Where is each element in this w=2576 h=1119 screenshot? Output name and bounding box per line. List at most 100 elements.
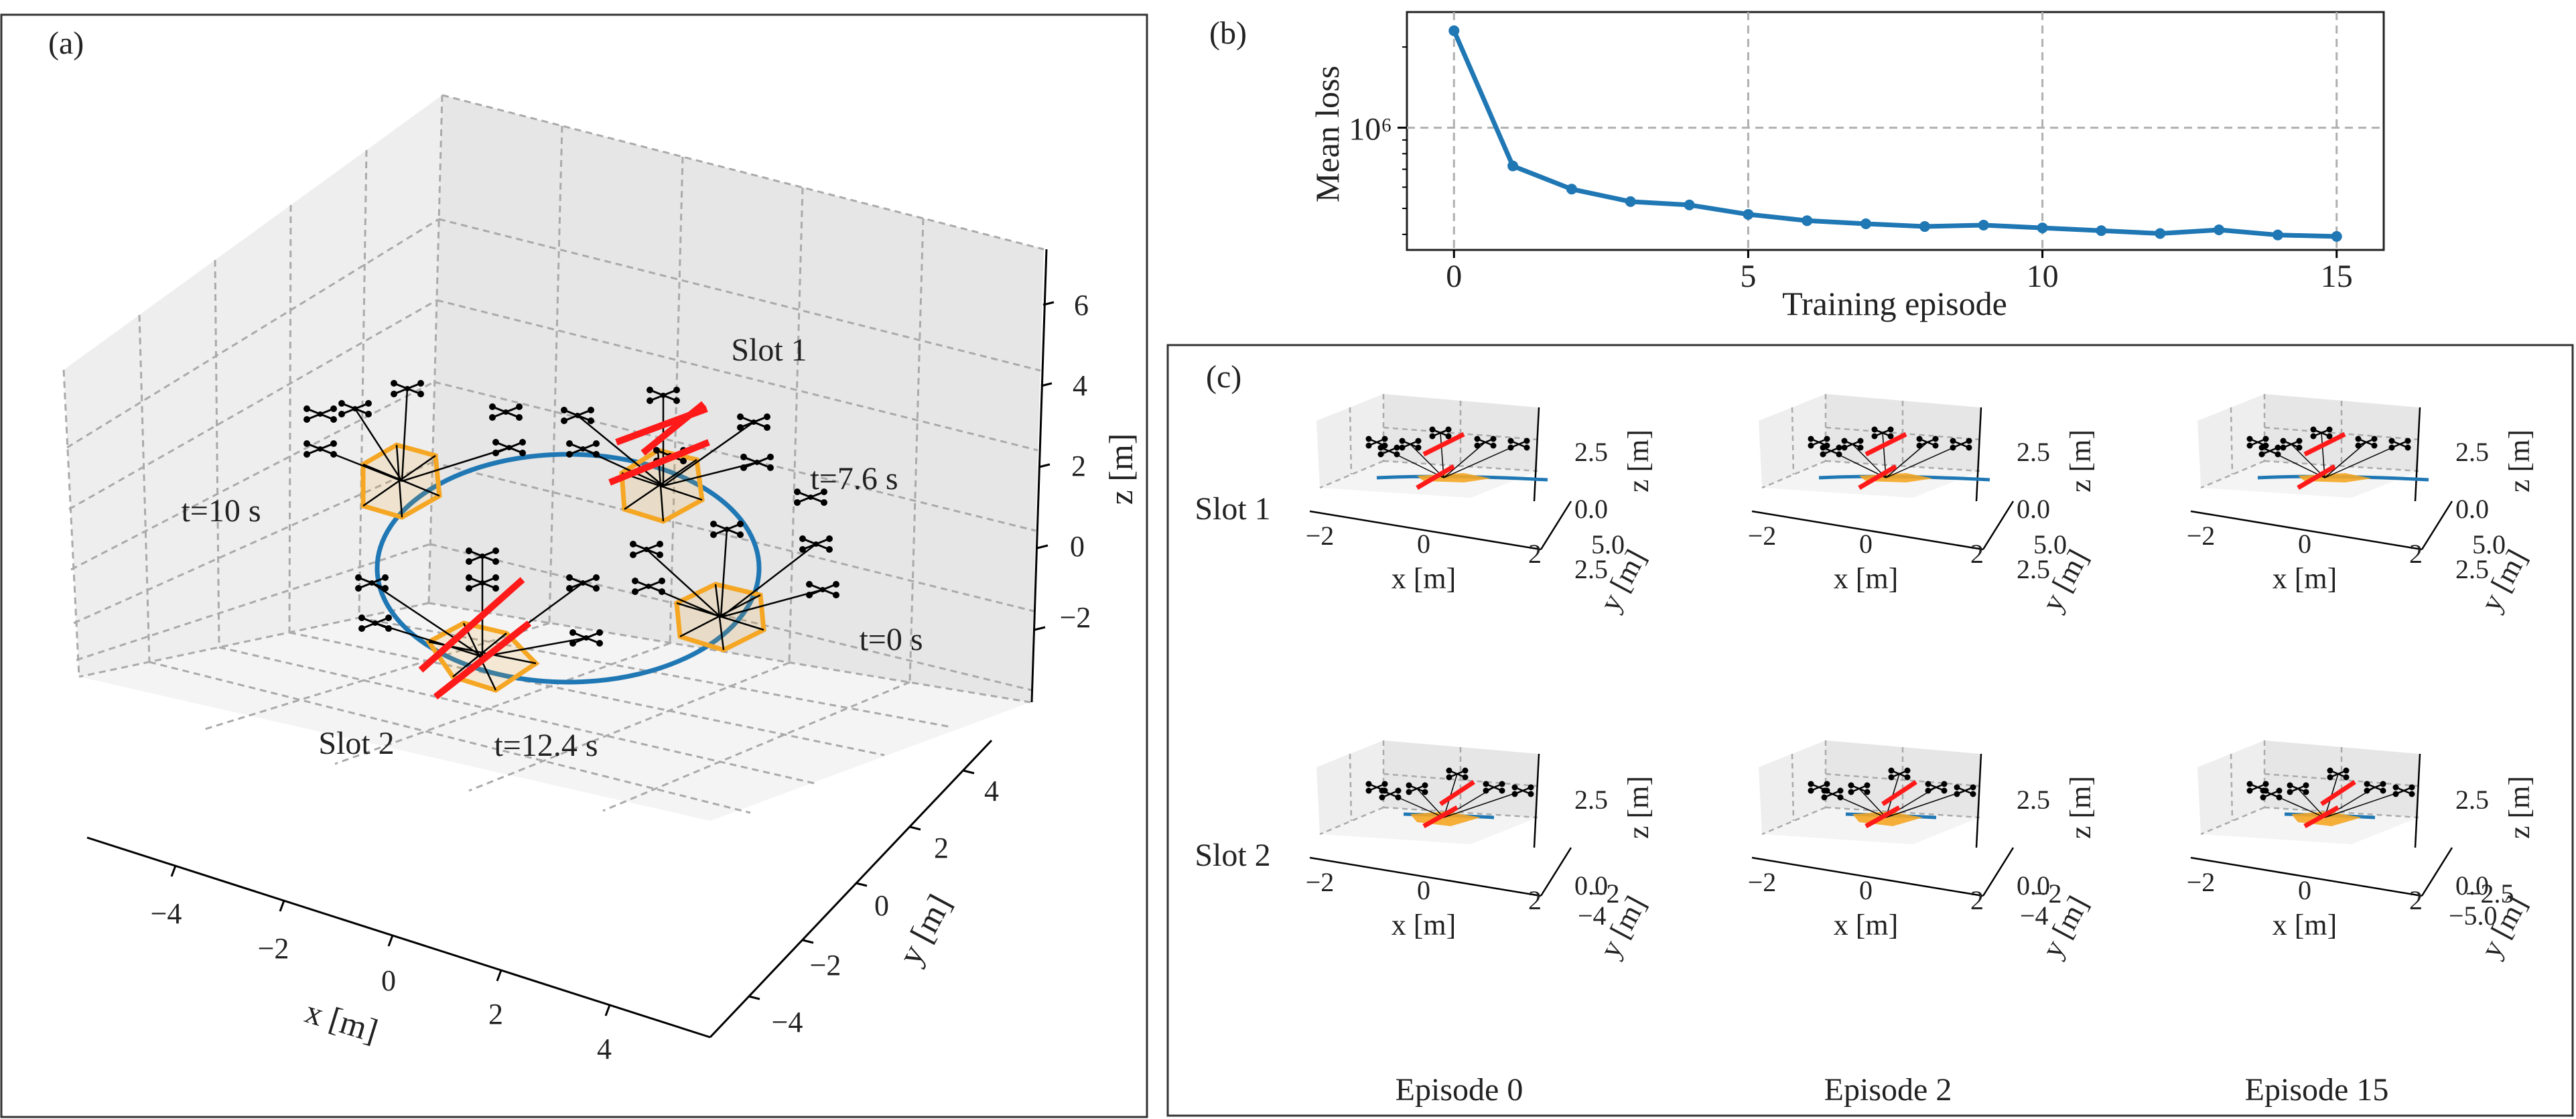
data-point (1625, 196, 1636, 207)
z-tick-label: 0.0 (2017, 494, 2050, 524)
x-tick-label: 0 (381, 964, 396, 997)
y-axis-label: y [m] (891, 888, 959, 970)
y-tick-label: −2 (2033, 878, 2062, 909)
x-axis-label: x [m] (1834, 562, 1899, 595)
subplot-slot1-episode0: −2 0 2 x [m] 0.0 2.5 z [m] 5.0 2.5 y [m] (1306, 394, 1655, 616)
x-tick-label: 2 (2409, 885, 2423, 915)
x-tick-label: 2 (488, 998, 503, 1031)
panel-a-z-ticks (1034, 301, 1055, 631)
data-point (2331, 231, 2342, 242)
subplot-slot2-episode0: −2 0 2 x [m] 0.0 2.5 z [m] −2 −4 y [m] (1306, 740, 1655, 963)
data-point (2272, 229, 2283, 241)
x-tick-label: 0 (1859, 875, 1873, 905)
z-tick-label: 6 (1074, 289, 1089, 322)
y-tick-label: −5.0 (2449, 901, 2498, 931)
data-point (1684, 199, 1695, 210)
annotation-slot2: Slot 2 (318, 726, 394, 761)
y-tick-label: 2.5 (1574, 554, 1608, 584)
y-tick-label: 0 (874, 889, 889, 922)
annotation-t124: t=12.4 s (494, 728, 598, 763)
cut-line (640, 401, 706, 456)
subplot-slot1-episode2: −2 0 2 x [m] 0.0 2.5 z [m] 5.0 2.5 y [m] (1748, 394, 2097, 616)
y-tick-label: −4 (2020, 901, 2049, 931)
panel-b: (b) 0 5 10 15 10⁶ Training episode Mean loss (1209, 11, 2385, 322)
cut-line (608, 439, 710, 486)
x-tick-label: −2 (258, 932, 289, 965)
z-axis-label: z [m] (1622, 430, 1655, 492)
x-axis-label: Training episode (1782, 285, 2007, 322)
x-axis-label: x [m] (1392, 909, 1456, 941)
z-axis-label: z [m] (1622, 776, 1655, 839)
x-tick-label: 10 (2027, 259, 2059, 294)
data-point (1978, 220, 1989, 231)
pane-floor (79, 603, 1030, 821)
x-axis-label: x [m] (301, 992, 382, 1050)
data-point (1448, 25, 1460, 36)
z-axis-label: z [m] (2064, 776, 2097, 839)
z-tick-label: −2 (1060, 601, 1091, 634)
x-tick-label: 0 (1446, 259, 1462, 294)
x-tick-label: −2 (2187, 521, 2216, 551)
subplot-slot2-episode2: −2 0 2 x [m] 0.0 2.5 z [m] −2 −4 y [m] (1748, 740, 2097, 963)
x-tick-label: 2 (1970, 539, 1984, 569)
x-tick-label: 0 (1859, 529, 1873, 559)
z-tick-label: 4 (1073, 369, 1087, 402)
plot-area (1406, 11, 2385, 251)
y-tick-label: 5.0 (1591, 529, 1625, 560)
annotation-t0: t=0 s (859, 622, 923, 657)
data-point (1919, 221, 1930, 233)
cut-line (433, 620, 532, 700)
x-tick-label: 0 (2298, 529, 2311, 559)
row-label-slot2: Slot 2 (1195, 838, 1270, 873)
y-axis-label: Mean loss (1308, 66, 1346, 202)
y-tick-label: 2.5 (2455, 554, 2489, 584)
panel-a-x-ticks (170, 865, 611, 1016)
panel-b-ticks: 0 5 10 15 10⁶ (1349, 46, 2353, 294)
z-tick-label: 2.5 (2455, 437, 2489, 467)
x-axis-label: x [m] (1834, 909, 1899, 941)
formation-t10 (302, 379, 527, 520)
loss-line (1452, 29, 2337, 239)
z-axis-label: z [m] (2503, 776, 2536, 839)
z-tick-label: 2.5 (2455, 785, 2489, 815)
y-tick-label: −2 (810, 949, 841, 982)
z-tick-label: 0.0 (1574, 494, 1608, 524)
data-point (2096, 225, 2107, 237)
data-point (1566, 184, 1577, 195)
data-point (1507, 160, 1519, 172)
pane-left (64, 95, 442, 677)
y-tick-label: 4 (984, 775, 999, 807)
panel-a: (a) (0, 13, 1148, 1118)
panel-b-gridlines (1407, 12, 2384, 250)
x-tick-label: 0 (2298, 875, 2311, 905)
x-tick-label: −2 (1748, 867, 1777, 897)
z-tick-label: 2.5 (2017, 437, 2050, 467)
y-tick-label: −2.5 (2465, 878, 2514, 909)
x-tick-label: −2 (1748, 521, 1777, 551)
z-tick-label: 0.0 (2455, 870, 2489, 901)
column-label-episode2: Episode 2 (1824, 1072, 1952, 1108)
z-axis-label: z [m] (2503, 430, 2536, 492)
panel-c: (c) Slot 1 Slot 2 Episode 0 Episode 2 Ep… (1166, 344, 2574, 1117)
formation-t76 (559, 385, 775, 524)
z-tick-label: 0.0 (1574, 870, 1608, 901)
loss-points (1448, 25, 2342, 242)
y-tick-label: −4 (1578, 901, 1607, 931)
cut-line (418, 577, 525, 673)
y-tick-label: 5.0 (2033, 529, 2067, 560)
data-point (1860, 218, 1872, 230)
column-label-episode0: Episode 0 (1396, 1072, 1523, 1108)
data-point (2155, 228, 2166, 239)
formation-t0 (628, 487, 841, 653)
z-tick-label: 0.0 (2017, 870, 2050, 901)
panel-c-label: (c) (1206, 359, 1241, 395)
panel-a-frame (0, 13, 1148, 1118)
panel-a-label: (a) (48, 25, 84, 61)
x-axis-label: x [m] (1392, 562, 1456, 595)
x-tick-label: 4 (597, 1033, 612, 1065)
y-tick-label: 5.0 (2472, 529, 2506, 560)
z-axis-label: z [m] (2064, 430, 2097, 492)
x-axis-label: x [m] (2273, 909, 2337, 941)
annotation-slot1: Slot 1 (731, 332, 807, 368)
